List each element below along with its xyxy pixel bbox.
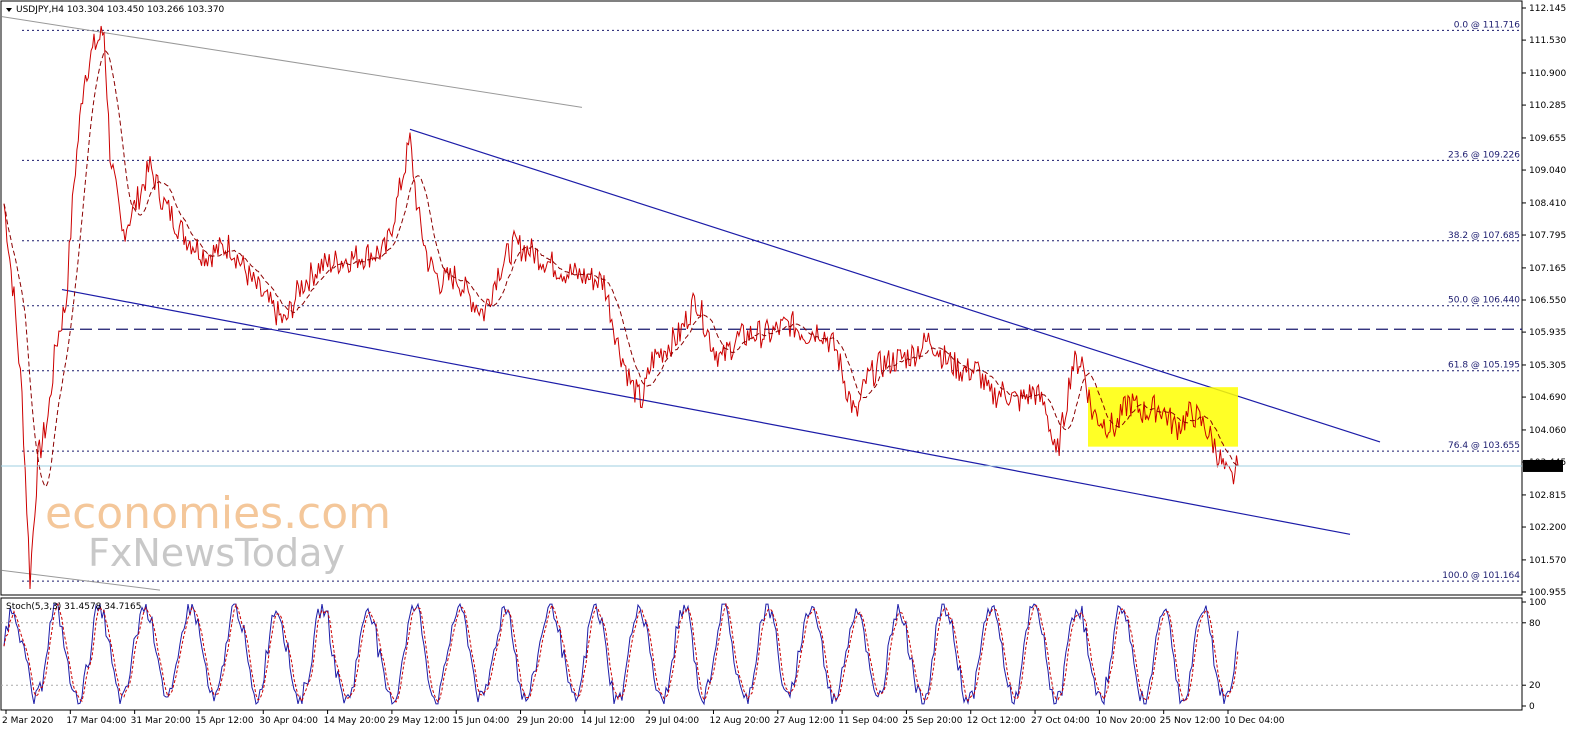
time-tick-label: 15 Apr 12:00: [195, 716, 254, 726]
time-tick-label: 12 Aug 20:00: [709, 716, 770, 726]
symbol-dropdown-icon[interactable]: [6, 8, 12, 12]
price-tick-label: 104.690: [1529, 393, 1566, 403]
price-tick-label: 110.900: [1529, 69, 1566, 79]
price-tick-label: 105.935: [1529, 328, 1566, 338]
fib-level-label: 23.6 @ 109.226: [1448, 150, 1520, 160]
price-tick-label: 102.815: [1529, 491, 1566, 501]
price-tick-label: 100.955: [1529, 588, 1566, 598]
time-tick-label: 29 Jul 04:00: [645, 716, 699, 726]
time-tick-label: 2 Mar 2020: [2, 716, 54, 726]
stoch-panel-frame: [0, 597, 1523, 711]
stoch-k-line: [3, 602, 1239, 706]
price-tick-label: 105.305: [1529, 361, 1566, 371]
price-tick-label: 109.040: [1529, 166, 1566, 176]
time-tick-label: 30 Apr 04:00: [259, 716, 318, 726]
stoch-label: Stoch(5,3,3) 31.4578 34.7165: [6, 602, 141, 612]
stoch-axis: 100 80 20 0: [1, 598, 1546, 712]
watermark-economies: economies.com: [45, 488, 391, 539]
time-tick-label: 29 May 12:00: [388, 716, 450, 726]
fib-level-label: 100.0 @ 101.164: [1442, 571, 1520, 581]
symbol-header: USDJPY,H4 103.304 103.450 103.266 103.37…: [16, 5, 225, 15]
time-tick-label: 14 Jul 12:00: [581, 716, 635, 726]
current-price-label: 103.370: [1526, 462, 1563, 472]
time-tick-label: 25 Sep 20:00: [902, 716, 962, 726]
price-tick-label: 101.570: [1529, 556, 1566, 566]
stoch-tick-label: 100: [1529, 598, 1546, 608]
time-tick-label: 31 Mar 20:00: [131, 716, 191, 726]
price-tick-label: 107.795: [1529, 231, 1566, 241]
fib-level-label: 76.4 @ 103.655: [1448, 441, 1520, 451]
current-price-box: [1523, 459, 1563, 472]
old-resistance-line: [1, 16, 583, 108]
price-series: [3, 25, 1239, 590]
stoch-series: [3, 602, 1239, 706]
time-tick-label: 11 Sep 04:00: [838, 716, 898, 726]
time-tick-label: 27 Oct 04:00: [1031, 716, 1090, 726]
moving-average-line: [3, 50, 1239, 488]
time-tick-label: 29 Jun 20:00: [517, 716, 574, 726]
time-tick-label: 10 Dec 04:00: [1224, 716, 1285, 726]
time-axis: 2 Mar 2020 17 Mar 04:00 31 Mar 20:00 15 Apr…: [2, 710, 1285, 726]
fib-level-label: 0.0 @ 111.716: [1454, 20, 1521, 30]
time-tick-label: 27 Aug 12:00: [774, 716, 835, 726]
stoch-tick-label: 0: [1529, 702, 1535, 712]
fib-level-label: 61.8 @ 105.195: [1448, 361, 1520, 371]
old-support-line: [1, 569, 161, 591]
stoch-tick-label: 80: [1529, 619, 1541, 629]
price-tick-label: 108.410: [1529, 199, 1566, 209]
price-tick-label: 107.165: [1529, 264, 1566, 274]
time-tick-label: 25 Nov 12:00: [1160, 716, 1221, 726]
time-tick-label: 17 Mar 04:00: [66, 716, 126, 726]
price-tick-label: 111.530: [1529, 36, 1566, 46]
price-tick-label: 106.550: [1529, 296, 1566, 306]
time-tick-label: 15 Jun 04:00: [452, 716, 509, 726]
price-tick-label: 112.145: [1529, 4, 1566, 14]
stoch-d-line: [3, 602, 1239, 703]
trendlines: [1, 16, 1381, 591]
time-tick-label: 12 Oct 12:00: [967, 716, 1026, 726]
price-line: [3, 25, 1239, 590]
price-panel-frame: [0, 0, 1523, 596]
price-tick-label: 102.200: [1529, 523, 1566, 533]
time-tick-label: 10 Nov 20:00: [1095, 716, 1156, 726]
price-axis: 112.145 111.530 110.900 110.285 109.655 109.0…: [1522, 4, 1566, 598]
lower-channel-line: [61, 288, 1351, 535]
time-tick-label: 14 May 20:00: [324, 716, 386, 726]
price-tick-label: 104.060: [1529, 426, 1566, 436]
fib-level-label: 50.0 @ 106.440: [1448, 296, 1520, 306]
fibonacci-levels: 0.0 @ 111.716 23.6 @ 109.226 38.2 @ 107.68…: [22, 20, 1522, 582]
consolidation-highlight-box: [1088, 387, 1238, 447]
price-tick-label: 110.285: [1529, 101, 1566, 111]
fib-level-label: 38.2 @ 107.685: [1448, 231, 1520, 241]
stoch-tick-label: 20: [1529, 681, 1541, 691]
price-tick-label: 109.655: [1529, 134, 1566, 144]
watermark-fxnewstoday: FxNewsToday: [88, 531, 345, 575]
